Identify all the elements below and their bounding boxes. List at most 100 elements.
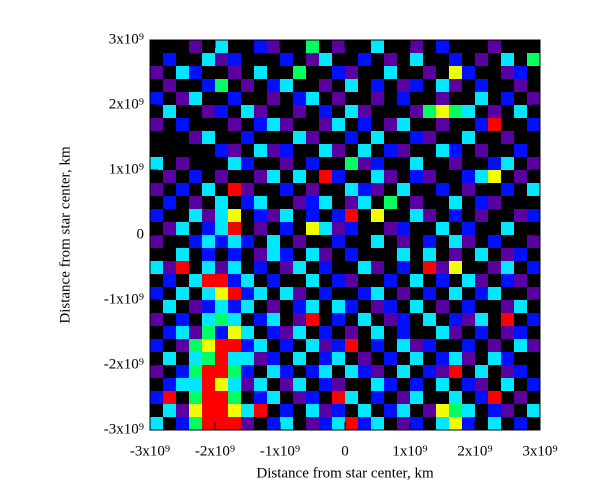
heatmap-cell (462, 105, 476, 119)
heatmap-cell (267, 157, 281, 171)
heatmap-cell (345, 326, 359, 340)
heatmap-cell (345, 261, 359, 275)
heatmap-cell (436, 391, 450, 405)
heatmap-cell (384, 157, 398, 171)
heatmap-cell (306, 352, 320, 366)
heatmap-cell (254, 144, 268, 158)
heatmap-cell (527, 79, 541, 93)
heatmap-cell (345, 170, 359, 184)
heatmap-cell (306, 391, 320, 405)
heatmap-cell (358, 248, 372, 262)
heatmap-cell (501, 144, 515, 158)
heatmap-cell (189, 300, 203, 314)
heatmap-cell (410, 131, 424, 145)
heatmap-cell (397, 53, 411, 67)
heatmap-cell (436, 248, 450, 262)
heatmap-cell (202, 209, 216, 223)
heatmap-cell (254, 339, 268, 353)
heatmap-cell (358, 170, 372, 184)
heatmap-cell (527, 417, 541, 431)
heatmap-cell (423, 274, 437, 288)
heatmap-cell (488, 144, 502, 158)
heatmap-cell (202, 300, 216, 314)
y-tick-label: 2x10⁹ (109, 96, 144, 112)
heatmap-cell (423, 144, 437, 158)
heatmap-cell (527, 66, 541, 80)
heatmap-cell (436, 378, 450, 392)
heatmap-cell (202, 404, 216, 418)
heatmap-cell (371, 144, 385, 158)
heatmap-cell (436, 300, 450, 314)
heatmap-cell (280, 352, 294, 366)
heatmap-cell (254, 365, 268, 379)
heatmap-cell (345, 391, 359, 405)
heatmap-cell (358, 300, 372, 314)
heatmap-cell (163, 40, 177, 54)
heatmap-cell (293, 144, 307, 158)
heatmap-cell (358, 404, 372, 418)
heatmap-cell (449, 183, 463, 197)
heatmap-cell (306, 170, 320, 184)
heatmap-cell (410, 391, 424, 405)
heatmap-cell (488, 40, 502, 54)
heatmap-cell (514, 196, 528, 210)
heatmap-cell (176, 274, 190, 288)
heatmap-cell (462, 92, 476, 106)
heatmap-cell (280, 326, 294, 340)
heatmap-cell (410, 274, 424, 288)
heatmap-cell (176, 404, 190, 418)
heatmap-cell (176, 287, 190, 301)
heatmap-cell (254, 352, 268, 366)
heatmap-cell (215, 157, 229, 171)
heatmap-cell (462, 144, 476, 158)
heatmap-cell (241, 352, 255, 366)
heatmap-cell (410, 404, 424, 418)
heatmap-cell (345, 157, 359, 171)
heatmap-cell (293, 209, 307, 223)
heatmap-cell (410, 183, 424, 197)
heatmap-cell (241, 378, 255, 392)
heatmap-cell (514, 261, 528, 275)
heatmap-cell (527, 274, 541, 288)
heatmap-cell (384, 326, 398, 340)
heatmap-cell (384, 274, 398, 288)
heatmap-cell (228, 79, 242, 93)
heatmap-cell (241, 365, 255, 379)
heatmap-cell (449, 131, 463, 145)
heatmap-cell (462, 378, 476, 392)
heatmap-cell (514, 339, 528, 353)
heatmap-cell (306, 79, 320, 93)
heatmap-cell (371, 300, 385, 314)
heatmap-cell (150, 261, 164, 275)
heatmap-cell (475, 222, 489, 236)
heatmap-cell (345, 404, 359, 418)
heatmap-cell (345, 92, 359, 106)
heatmap-cell (241, 92, 255, 106)
heatmap-cell (189, 417, 203, 431)
heatmap-cell (527, 209, 541, 223)
heatmap-cell (163, 222, 177, 236)
heatmap-cell (436, 144, 450, 158)
heatmap-cell (280, 391, 294, 405)
heatmap-cell (215, 261, 229, 275)
heatmap-cell (163, 235, 177, 249)
heatmap-cell (410, 365, 424, 379)
heatmap-cell (163, 313, 177, 327)
heatmap-cell (371, 209, 385, 223)
heatmap-cell (202, 326, 216, 340)
heatmap-cell (345, 339, 359, 353)
heatmap-cell (397, 287, 411, 301)
heatmap-cell (267, 209, 281, 223)
heatmap-cell (319, 248, 333, 262)
heatmap-cell (319, 352, 333, 366)
heatmap-cell (384, 40, 398, 54)
heatmap-cell (488, 66, 502, 80)
heatmap-cell (514, 209, 528, 223)
heatmap-cell (358, 183, 372, 197)
heatmap-cell (280, 40, 294, 54)
heatmap-cell (397, 365, 411, 379)
heatmap-cell (306, 105, 320, 119)
heatmap-cell (436, 287, 450, 301)
heatmap-cell (293, 248, 307, 262)
heatmap-cell (345, 144, 359, 158)
